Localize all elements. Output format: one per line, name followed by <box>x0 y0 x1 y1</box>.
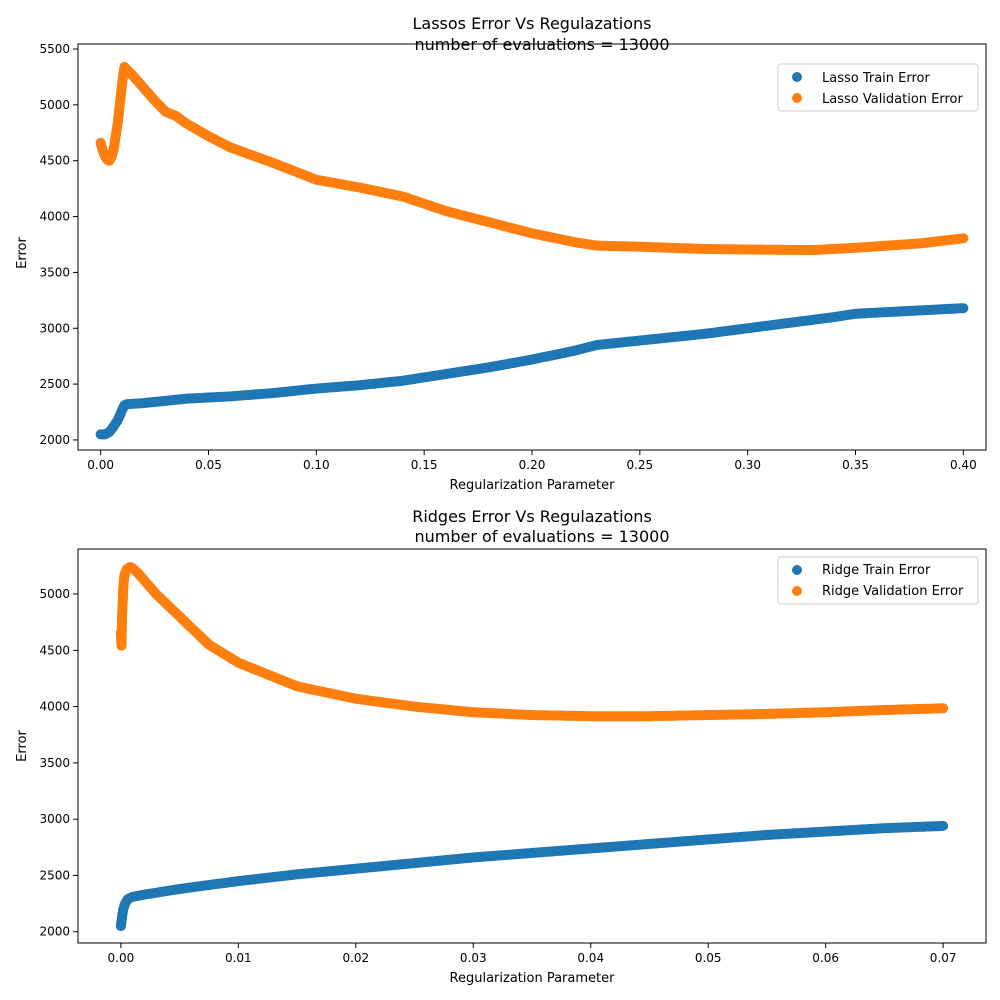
x-tick-label: 0.40 <box>950 458 977 472</box>
data-point <box>958 303 969 314</box>
y-tick-label: 5000 <box>39 98 70 112</box>
y-tick-label: 2500 <box>39 377 70 391</box>
x-tick-label: 0.35 <box>842 458 869 472</box>
x-tick-label: 0.00 <box>108 951 135 965</box>
y-axis-label: Error <box>15 730 30 762</box>
x-tick-label: 0.06 <box>812 951 839 965</box>
chart-title: Lassos Error Vs Regulazations <box>412 14 651 33</box>
y-tick-label: 3500 <box>39 756 70 770</box>
legend-box <box>777 63 979 112</box>
legend-label-train: Lasso Train Error <box>822 71 931 86</box>
x-tick-label: 0.00 <box>87 458 114 472</box>
legend-marker-train <box>792 565 802 575</box>
x-tick-label: 0.20 <box>519 458 546 472</box>
x-axis-label: Regularization Parameter <box>450 478 616 493</box>
y-axis-label: Error <box>15 237 30 269</box>
legend-marker-validation <box>792 586 802 596</box>
x-tick-label: 0.30 <box>734 458 761 472</box>
y-tick-label: 3000 <box>39 321 70 335</box>
data-point <box>958 233 969 244</box>
x-tick-label: 0.05 <box>695 951 722 965</box>
y-tick-label: 3000 <box>39 812 70 826</box>
y-tick-label: 2500 <box>39 868 70 882</box>
y-tick-label: 2000 <box>39 925 70 939</box>
series-0 <box>115 820 949 932</box>
y-tick-label: 5500 <box>39 42 70 56</box>
x-axis-label: Regularization Parameter <box>450 971 616 986</box>
x-tick-label: 0.01 <box>225 951 252 965</box>
legend-label-validation: Ridge Validation Error <box>822 584 964 599</box>
y-tick-label: 5000 <box>39 587 70 601</box>
x-tick-label: 0.05 <box>195 458 222 472</box>
series-1 <box>95 61 969 256</box>
x-tick-label: 0.15 <box>411 458 438 472</box>
chart-subtitle: number of evaluations = 13000 <box>414 527 669 546</box>
y-tick-label: 4500 <box>39 154 70 168</box>
plot-frame <box>77 548 987 944</box>
legend: Lasso Train Error Lasso Validation Error <box>777 63 979 112</box>
x-tick-label: 0.07 <box>930 951 957 965</box>
series-0 <box>95 303 969 440</box>
x-tick-label: 0.10 <box>303 458 330 472</box>
data-point <box>938 820 949 831</box>
chart-title: Ridges Error Vs Regulazations <box>412 507 652 526</box>
y-tick-label: 4000 <box>39 210 70 224</box>
legend-marker-train <box>792 72 802 82</box>
legend-marker-validation <box>792 93 802 103</box>
legend-label-train: Ridge Train Error <box>822 563 931 578</box>
series-1 <box>115 562 949 722</box>
x-tick-label: 0.02 <box>342 951 369 965</box>
y-tick-label: 4500 <box>39 643 70 657</box>
x-tick-label: 0.04 <box>577 951 604 965</box>
x-tick-label: 0.03 <box>460 951 487 965</box>
lasso-plot-area: 0.00 0.05 0.10 0.15 0.20 0.25 0.30 0.35 0.40 2000… <box>39 42 987 472</box>
ridge-plot-area: 0.00 0.01 0.02 0.03 0.04 0.05 0.06 0.07 2000 2500… <box>39 548 987 965</box>
lasso-chart: Lassos Error Vs Regulazations number of … <box>15 14 987 493</box>
y-tick-label: 2000 <box>39 433 70 447</box>
y-tick-label: 3500 <box>39 265 70 279</box>
legend-label-validation: Lasso Validation Error <box>822 92 964 107</box>
x-tick-label: 0.25 <box>626 458 653 472</box>
legend: Ridge Train Error Ridge Validation Error <box>777 556 979 605</box>
data-point <box>938 703 949 714</box>
ridge-chart: Ridges Error Vs Regulazations number of … <box>15 507 987 986</box>
y-tick-label: 4000 <box>39 700 70 714</box>
legend-box <box>777 556 979 605</box>
